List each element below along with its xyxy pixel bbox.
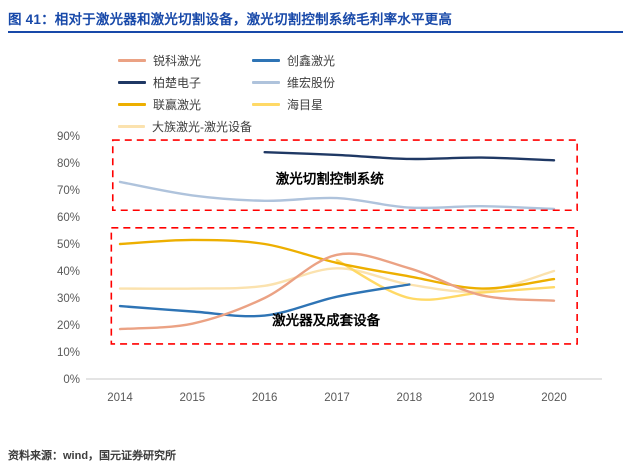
series-line <box>118 238 556 290</box>
series-line <box>335 259 556 301</box>
legend-marker <box>252 81 280 84</box>
chart-area: 0% 10% 20% 30% 40% 50% 60% 70% 80% 90% 2014 2015 201… <box>28 126 620 418</box>
series-line <box>263 151 556 162</box>
chart-legend: 锐科激光 创鑫激光柏楚电子 维宏股份联赢激光 海目星大族激光-激光设备 <box>118 52 335 135</box>
legend-marker <box>252 59 280 62</box>
x-tick-label: 2018 <box>397 392 423 404</box>
y-tick-label: 80% <box>57 158 80 170</box>
y-tick-label: 0% <box>63 374 80 386</box>
legend-label: 联赢激光 <box>153 98 202 112</box>
y-tick-label: 90% <box>57 131 80 143</box>
legend-marker <box>118 125 145 128</box>
legend-item: 海目星 <box>252 96 335 113</box>
source-note: 资料来源：wind，国元证券研究所 <box>8 450 177 462</box>
y-tick-label: 50% <box>57 239 80 251</box>
x-tick-label: 2015 <box>180 392 206 404</box>
legend-item: 柏楚电子 <box>118 74 252 91</box>
series-line <box>118 283 411 318</box>
series-line <box>118 267 556 293</box>
y-tick-label: 30% <box>57 293 80 305</box>
series-line <box>118 252 556 331</box>
legend-label: 海目星 <box>287 98 324 112</box>
legend-marker <box>118 59 146 62</box>
legend-marker <box>118 103 146 106</box>
y-tick-label: 10% <box>57 347 80 359</box>
annotation-box <box>111 139 578 212</box>
legend-label: 锐科激光 <box>153 54 202 68</box>
legend-marker <box>252 103 280 106</box>
legend-marker <box>118 81 146 84</box>
annotation-label: 激光切割控制系统 <box>276 170 384 186</box>
legend-label: 维宏股份 <box>287 76 336 90</box>
y-tick-label: 70% <box>57 185 80 197</box>
legend-item: 维宏股份 <box>252 74 335 91</box>
x-tick-label: 2019 <box>469 392 495 404</box>
legend-label: 大族激光-激光设备 <box>152 120 252 134</box>
y-tick-label: 20% <box>57 320 80 332</box>
legend-item: 锐科激光 <box>118 52 252 69</box>
legend-item: 联赢激光 <box>118 96 252 113</box>
y-tick-label: 40% <box>57 266 80 278</box>
legend-label: 创鑫激光 <box>287 54 336 68</box>
legend-item: 创鑫激光 <box>252 52 335 69</box>
y-tick-label: 60% <box>57 212 80 224</box>
figure-title: 图 41：相对于激光器和激光切割设备，激光切割控制系统毛利率水平更高 <box>8 12 453 27</box>
legend-label: 柏楚电子 <box>153 76 202 90</box>
annotation-label: 激光器及成套设备 <box>272 312 380 328</box>
title-divider <box>8 31 623 33</box>
annotation-box <box>110 227 578 345</box>
x-tick-label: 2016 <box>252 392 278 404</box>
series-line <box>118 180 556 211</box>
x-tick-label: 2020 <box>541 392 567 404</box>
x-tick-label: 2014 <box>107 392 133 404</box>
x-tick-label: 2017 <box>324 392 350 404</box>
legend-item: 大族激光-激光设备 <box>118 118 252 135</box>
line-chart: 0% 10% 20% 30% 40% 50% 60% 70% 80% 90% 2014 2015 201… <box>57 131 602 404</box>
